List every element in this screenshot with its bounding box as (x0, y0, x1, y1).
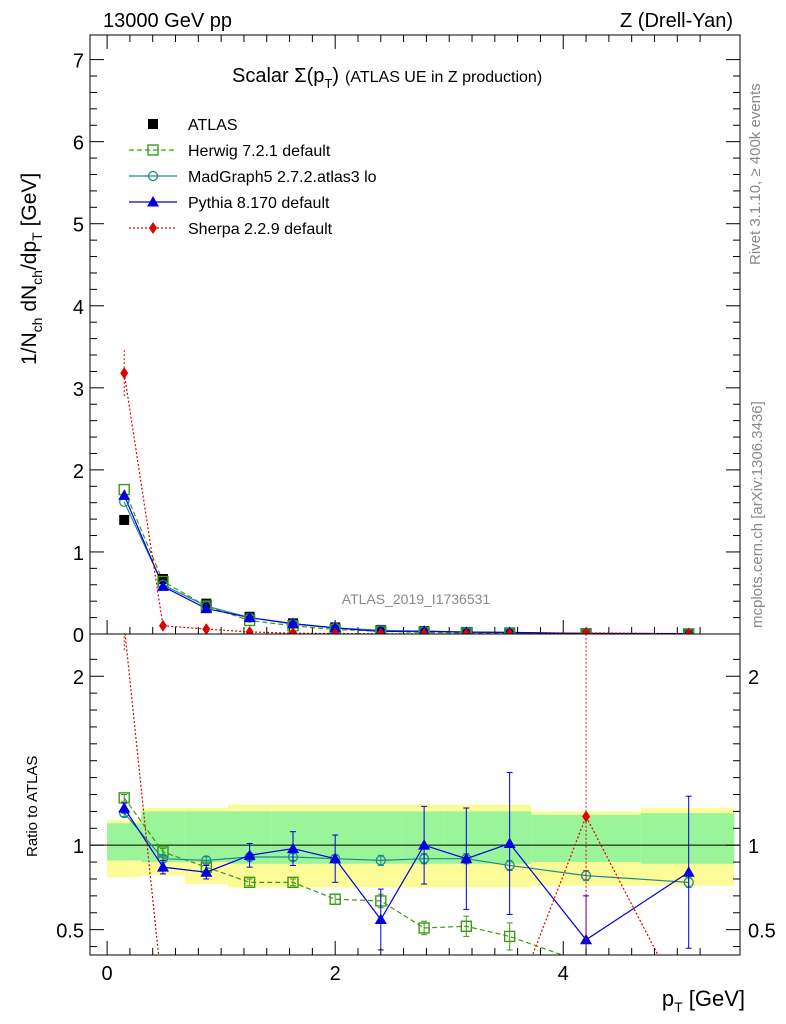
main-y-tick-label: 2 (73, 461, 84, 483)
ratio-point-herwig (460, 920, 473, 932)
ratio-point-sherpa (582, 810, 591, 823)
main-point-pythia (156, 580, 169, 591)
ratio-y-tick-label: 2 (73, 667, 84, 689)
ratio-point-pythia (503, 837, 516, 848)
main-point-sherpa (245, 625, 254, 634)
main-point-pythia (200, 602, 213, 614)
x-tick-label: 4 (558, 963, 569, 985)
main-y-tick-label: 5 (73, 215, 84, 237)
plot-title: Scalar Σ(pT) (ATLAS UE in Z production) (232, 65, 542, 91)
main-series-group (118, 350, 695, 634)
legend-label: Herwig 7.2.1 default (188, 143, 331, 160)
ratio-frame (89, 633, 741, 956)
main-series-line-pythia (123, 495, 689, 634)
ratio-point-madgraph5 (375, 855, 386, 866)
legend-item-atlas: ATLAS (148, 117, 238, 134)
legend-marker-pythia (147, 196, 159, 207)
main-point-sherpa (582, 626, 591, 634)
ratio-point-pythia (200, 866, 213, 877)
ratio-panel: 0.5 0.5 1 1 2 2 0 2 4 (56, 633, 776, 985)
main-y-tick-label: 6 (73, 133, 84, 155)
ratio-y-tick-label-right: 0.5 (748, 921, 776, 943)
ratio-series-line-herwig (123, 797, 564, 955)
main-y-tick-label: 7 (73, 51, 84, 73)
main-point-pythia (118, 489, 131, 500)
ratio-series-line-pythia (123, 807, 690, 941)
legend-marker-madgraph5 (147, 170, 159, 182)
x-tick-label: 2 (330, 963, 341, 985)
ratio-series-line-madgraph5 (123, 812, 689, 883)
main-point-sherpa (420, 627, 429, 634)
main-point-sherpa (288, 627, 297, 634)
ratio-inner-uncertainty-band (184, 811, 228, 863)
ratio-point-herwig (503, 930, 516, 943)
main-point-sherpa (202, 623, 211, 634)
main-point-atlas (157, 574, 168, 585)
ratio-point-pythia (156, 861, 169, 872)
header-process-label: Z (Drell-Yan) (620, 10, 733, 32)
legend-label: Pythia 8.170 default (188, 195, 330, 212)
main-series-line-herwig (123, 489, 689, 634)
ratio-inner-uncertainty-band (401, 811, 445, 864)
legend-label: ATLAS (188, 117, 238, 134)
ratio-inner-uncertainty-band (640, 813, 735, 864)
ratio-point-madgraph5 (201, 855, 212, 866)
ratio-y-tick-label-right: 2 (748, 667, 759, 689)
legend-label: MadGraph5 2.7.2.atlas3 lo (188, 169, 377, 186)
ratio-point-pythia (682, 866, 695, 877)
ratio-point-pythia (460, 852, 473, 864)
main-panel: 0 1 2 3 4 5 6 7 (73, 34, 741, 647)
ratio-point-pythia (118, 802, 131, 813)
main-point-sherpa (684, 627, 693, 634)
main-point-atlas (119, 514, 130, 525)
legend-item-pythia: Pythia 8.170 default (129, 195, 330, 212)
legend-marker-sherpa (149, 222, 157, 234)
main-point-pythia (329, 621, 342, 633)
ratio-point-herwig (329, 893, 341, 905)
main-point-sherpa (376, 627, 385, 634)
legend-item-madgraph5: MadGraph5 2.7.2.atlas3 lo (129, 169, 377, 186)
main-point-sherpa (120, 367, 129, 380)
x-tick-label: 0 (102, 963, 113, 985)
main-y-tick-label: 0 (73, 625, 84, 647)
ratio-inner-uncertainty-band (107, 823, 142, 861)
analysis-watermark: ATLAS_2019_I1736531 (342, 591, 491, 607)
ratio-point-pythia (286, 842, 299, 854)
main-point-sherpa (331, 627, 340, 634)
ratio-y-tick-label-right: 1 (748, 836, 759, 858)
main-point-sherpa (505, 627, 514, 634)
ratio-point-pythia (418, 839, 431, 850)
x-axis-label: pT [GeV] (662, 986, 745, 1015)
main-y-tick-label: 3 (73, 379, 84, 401)
header-energy-label: 13000 GeV pp (103, 10, 232, 32)
legend-marker-atlas (148, 119, 158, 129)
ratio-point-herwig (418, 922, 430, 934)
ratio-series-group (90, 634, 740, 955)
ratio-point-pythia (374, 913, 387, 925)
ratio-y-axis-label: Ratio to ATLAS (24, 756, 41, 857)
ratio-point-pythia (243, 849, 256, 860)
main-point-pythia (243, 611, 256, 623)
legend-label: Sherpa 2.2.9 default (188, 221, 333, 238)
main-y-tick-label: 1 (73, 543, 84, 565)
main-point-sherpa (462, 627, 471, 634)
legend: ATLAS Herwig 7.2.1 default MadGraph5 2.7.2… (129, 117, 377, 238)
main-point-pythia (286, 617, 299, 629)
legend-item-herwig: Herwig 7.2.1 default (129, 143, 331, 160)
legend-item-sherpa: Sherpa 2.2.9 default (129, 221, 333, 238)
main-y-axis-label: 1/Nch dNch/dpT [GeV] (18, 173, 45, 365)
main-series-line-madgraph5 (123, 501, 689, 634)
main-y-tick-label: 4 (73, 297, 84, 319)
ratio-point-herwig (243, 876, 256, 889)
mcplots-reference-label: mcplots.cern.ch [arXiv:1306.3436] (749, 401, 766, 628)
rivet-version-label: Rivet 3.1.10, ≥ 400k events (747, 83, 764, 265)
ratio-y-tick-label: 0.5 (56, 921, 84, 943)
legend-marker-herwig (147, 144, 159, 156)
main-point-sherpa (158, 619, 167, 632)
ratio-y-tick-label: 1 (73, 836, 84, 858)
ratio-point-herwig (287, 876, 299, 889)
ratio-point-pythia (329, 852, 342, 864)
